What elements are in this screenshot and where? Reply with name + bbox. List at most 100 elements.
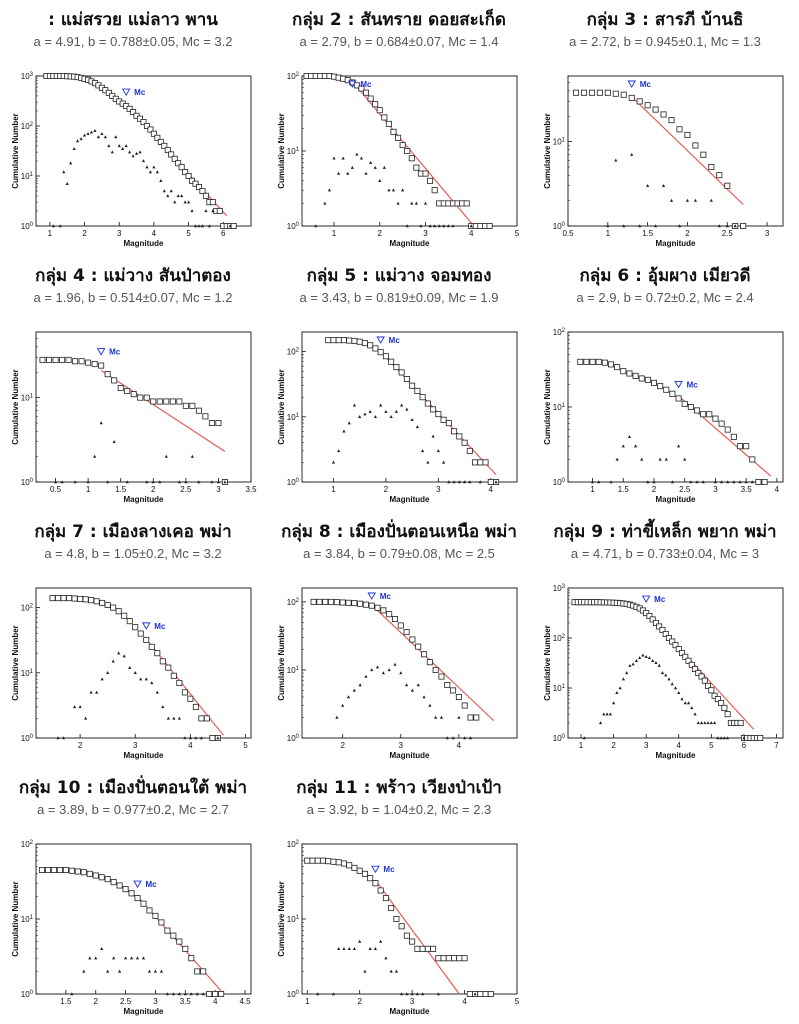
chart-panel-2: กลุ่ม 2 : สันทราย ดอยสะเก็ด a = 2.79, b =… [266,0,532,256]
noncumulative-point [375,665,380,669]
cumulative-point [198,715,205,722]
noncumulative-point [78,705,82,709]
cumulative-point [230,222,237,229]
chart-stats: a = 3.89, b = 0.977±0.2, Mc = 2.7 [37,802,229,817]
cumulative-point [86,870,93,877]
y-axis-label: Cumulative Number [277,369,286,445]
noncumulative-point [82,133,87,137]
mc-marker [376,336,385,344]
mc-label: Mc [389,336,401,345]
mc-label: Mc [146,880,158,889]
noncumulative-point [373,947,378,951]
noncumulative-point [373,415,378,419]
cumulative-point [330,337,337,344]
noncumulative-point [664,457,668,461]
cumulative-point [688,661,695,668]
cumulative-point [130,109,137,116]
cumulative-point [335,337,342,344]
x-tick-label: 1 [332,229,337,238]
y-axis-label: Cumulative Number [11,369,20,445]
noncumulative-point [685,198,690,202]
x-tick-label: 2 [340,741,345,750]
noncumulative-point [716,736,720,740]
noncumulative-point [76,139,80,143]
chart-panel-1: : แม่สรวย แม่ลาว พาน a = 4.91, b = 0.788±… [0,0,266,256]
cumulative-point [147,126,154,133]
noncumulative-point [169,189,173,193]
noncumulative-point [696,721,700,725]
noncumulative-point [204,209,208,213]
x-axis-label: Magnitude [390,495,431,504]
noncumulative-point [384,409,388,413]
cumulative-point [487,990,494,997]
noncumulative-point [352,947,357,951]
noncumulative-point [89,690,93,694]
cumulative-point [724,426,731,433]
noncumulative-point [462,480,467,484]
cumulative-point [345,599,352,606]
noncumulative-point [410,417,414,421]
chart-stats: a = 1.96, b = 0.514±0.07, Mc = 1.2 [33,290,233,305]
cumulative-point [340,337,347,344]
cumulative-point [206,990,213,997]
cumulative-point [669,390,676,397]
cumulative-point [176,398,183,405]
cumulative-point [665,635,672,642]
noncumulative-point [378,179,382,183]
noncumulative-point [387,188,391,192]
cumulative-point [705,682,712,689]
cumulative-point [612,90,619,97]
noncumulative-point [433,224,437,228]
noncumulative-point [145,480,149,484]
cumulative-point [116,882,123,889]
noncumulative-point [598,721,603,725]
cumulative-point [52,356,59,363]
y-tick-label: 102 [21,604,34,613]
noncumulative-point [653,224,658,228]
cumulative-point [209,199,216,206]
cumulative-point [663,386,670,393]
plot-frame [301,843,518,995]
cumulative-point [115,608,122,615]
cumulative-point [209,734,216,741]
cumulative-point [330,858,337,865]
cumulative-point [706,411,713,418]
chart-panel-5: กลุ่ม 5 : แม่วาง จอมทอง a = 3.43, b = 0.8… [266,256,532,512]
noncumulative-point [166,716,170,720]
cumulative-point [74,868,81,875]
cumulative-point [362,601,369,608]
y-tick-label: 102 [21,122,34,131]
noncumulative-point [228,224,232,228]
cumulative-point [398,369,405,376]
cumulative-point [367,875,374,882]
x-tick-label: 2 [611,741,616,750]
noncumulative-point [96,135,101,139]
noncumulative-point [400,403,404,407]
x-tick-label: 4 [462,997,467,1006]
noncumulative-point [399,671,403,675]
cumulative-point [675,646,682,653]
chart-title: กลุ่ม 11 : พร้าว เวียงป่าเป้า [296,778,502,798]
plot-frame [35,331,252,483]
x-tick-label: 3 [644,741,649,750]
x-axis-label: Magnitude [124,495,165,504]
cumulative-point [192,703,199,710]
cumulative-point [749,456,756,463]
cumulative-point [382,353,389,360]
noncumulative-point [695,480,699,484]
noncumulative-point [621,444,625,448]
cumulative-point [122,886,129,893]
cumulative-point [156,398,163,405]
noncumulative-point [99,421,103,425]
y-tick-label: 103 [553,584,566,593]
plot-frame [35,75,252,227]
noncumulative-point [336,171,341,175]
noncumulative-point [621,677,625,681]
noncumulative-point [640,457,644,461]
noncumulative-point [439,715,444,719]
x-axis-label: Magnitude [390,751,431,760]
noncumulative-point [331,992,336,996]
cumulative-point [38,867,45,874]
cumulative-point [157,138,164,145]
y-tick-label: 100 [21,990,34,999]
